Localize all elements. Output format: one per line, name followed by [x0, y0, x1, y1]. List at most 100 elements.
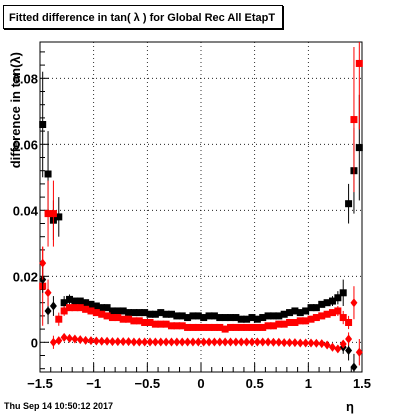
data-point — [60, 307, 68, 315]
data-point — [275, 337, 283, 347]
data-point — [189, 337, 197, 347]
series-0 — [39, 71, 363, 323]
data-point — [237, 323, 245, 331]
data-point — [178, 322, 186, 330]
data-point — [345, 346, 353, 356]
data-point — [264, 312, 272, 320]
data-point — [108, 314, 116, 322]
data-point — [339, 289, 347, 297]
data-point — [82, 335, 90, 345]
data-point — [302, 338, 310, 348]
data-point — [189, 312, 197, 320]
data-point — [71, 334, 79, 344]
data-point — [125, 315, 133, 323]
data-point — [307, 304, 315, 312]
data-point — [210, 337, 218, 347]
data-point — [328, 309, 336, 317]
data-point — [259, 314, 267, 322]
data-point — [307, 338, 315, 348]
data-point — [44, 210, 52, 218]
data-point — [87, 300, 95, 308]
data-point — [194, 337, 202, 347]
y-tick-label: 0.04 — [13, 203, 39, 218]
data-point — [286, 319, 294, 326]
data-point — [334, 307, 342, 315]
timestamp: Thu Sep 14 10:50:12 2017 — [4, 401, 113, 411]
data-point — [162, 320, 170, 328]
data-point — [312, 304, 320, 312]
data-point — [216, 314, 224, 322]
data-point — [39, 121, 47, 128]
data-point — [71, 304, 79, 312]
data-point — [173, 312, 181, 320]
y-tick-label: 0.08 — [13, 71, 38, 86]
data-point — [92, 302, 100, 310]
data-point — [151, 320, 159, 328]
data-point — [286, 309, 294, 317]
data-point — [130, 337, 138, 347]
data-point — [210, 312, 218, 320]
y-tick-label: 0.02 — [13, 269, 38, 284]
data-point — [66, 333, 74, 343]
data-point — [119, 307, 127, 315]
data-point — [296, 309, 304, 317]
data-point — [248, 314, 256, 322]
data-point — [125, 309, 133, 317]
data-point — [87, 336, 95, 346]
data-point — [114, 307, 122, 315]
data-point — [146, 310, 154, 318]
data-point — [237, 337, 245, 347]
data-point — [76, 304, 84, 312]
data-point — [350, 298, 358, 308]
data-point — [184, 337, 192, 347]
data-point — [200, 337, 208, 347]
x-axis-label: η — [346, 399, 354, 414]
data-point — [66, 304, 74, 312]
data-point — [44, 288, 52, 298]
data-point — [173, 337, 181, 347]
data-point — [286, 338, 294, 348]
data-point — [130, 309, 138, 317]
x-tick-label: −1.5 — [27, 376, 53, 391]
data-point — [253, 323, 261, 331]
data-point — [49, 210, 57, 218]
data-point — [60, 299, 68, 307]
data-point — [302, 307, 310, 315]
data-point — [200, 323, 208, 331]
data-point — [318, 339, 326, 349]
data-point — [87, 307, 95, 315]
data-point — [146, 319, 154, 326]
data-point — [312, 314, 320, 322]
data-point — [269, 337, 277, 347]
data-point — [98, 310, 106, 318]
data-point — [302, 317, 310, 325]
data-point — [157, 337, 165, 347]
data-point — [350, 116, 358, 124]
data-point — [141, 319, 149, 326]
data-point — [157, 320, 165, 328]
data-point — [291, 338, 299, 348]
data-point — [194, 312, 202, 320]
data-point — [130, 317, 138, 325]
data-point — [167, 310, 175, 318]
data-point — [221, 314, 229, 322]
data-point — [259, 337, 267, 347]
data-point — [216, 323, 224, 331]
y-axis-label: difference in tan(λ) — [8, 52, 23, 168]
data-point — [66, 295, 74, 303]
data-point — [146, 337, 154, 347]
data-point — [92, 336, 100, 346]
data-point — [253, 337, 261, 347]
data-point — [98, 336, 106, 346]
x-tick-label: −1 — [86, 376, 101, 391]
data-point — [92, 309, 100, 317]
data-point — [216, 337, 224, 347]
data-point — [280, 310, 288, 318]
data-point — [49, 337, 57, 347]
data-point — [141, 309, 149, 317]
data-point — [334, 344, 342, 354]
data-point — [167, 322, 175, 330]
data-point — [205, 312, 213, 320]
